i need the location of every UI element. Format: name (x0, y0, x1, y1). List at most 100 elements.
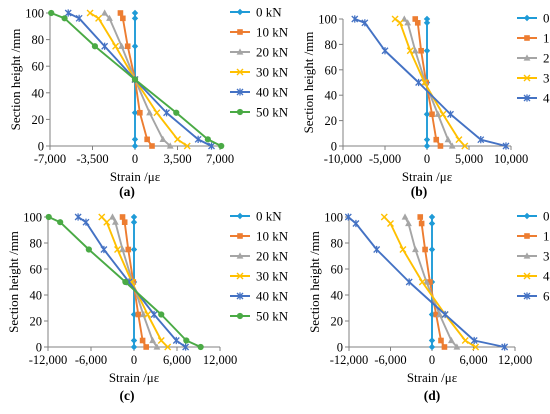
data-point (130, 219, 138, 226)
legend-marker (236, 312, 244, 320)
y-tick-label: 60 (325, 63, 338, 77)
data-point (412, 16, 419, 22)
series-4 (391, 15, 469, 150)
data-point (64, 9, 72, 17)
data-point (137, 109, 143, 116)
data-point (146, 109, 153, 116)
legend-item: 30 kN (230, 269, 289, 284)
data-point (158, 311, 165, 318)
data-point (344, 213, 352, 221)
series-6 (48, 9, 225, 150)
data-point (48, 9, 55, 17)
data-point (352, 219, 360, 228)
data-point (144, 136, 150, 143)
data-point (423, 47, 431, 54)
y-tick-label: 80 (325, 38, 338, 52)
data-point (112, 42, 120, 50)
x-tick-label: 0 (429, 353, 435, 367)
legend-label: 30 kN (543, 249, 550, 264)
data-point (441, 310, 449, 319)
legend-item: 50 kN (230, 105, 289, 120)
legend-marker (523, 94, 531, 102)
y-tick-label: 60 (32, 60, 45, 74)
data-point (75, 14, 83, 22)
legend-item: 20 kN (230, 45, 289, 60)
legend-item: 30 kN (517, 71, 550, 86)
legend-label: 0 kN (543, 209, 550, 224)
data-point (420, 79, 428, 86)
y-axis-label: Section height /mm (8, 29, 23, 131)
y-tick-label: 20 (331, 315, 344, 329)
legend-marker (236, 292, 244, 300)
data-point (405, 219, 412, 227)
x-tick-label: -7,000 (34, 152, 66, 166)
legend: 0 kN 10 kN 20 kN 30 kN 40 kN (517, 11, 550, 106)
x-axis-label: Strain /με (110, 169, 161, 184)
legend-marker (236, 212, 244, 220)
data-point (387, 220, 394, 227)
legend-marker (523, 74, 531, 82)
y-tick-label: 100 (23, 211, 42, 225)
y-tick-label: 60 (30, 263, 43, 277)
data-point (143, 344, 149, 350)
legend-item: 40 kN (230, 289, 289, 304)
x-axis-label: Strain /με (109, 370, 160, 385)
data-point (182, 343, 190, 351)
legend-label: 15 kN (543, 229, 550, 244)
legend-item: 10 kN (230, 25, 289, 40)
data-point (423, 136, 431, 143)
y-tick-label: 40 (325, 89, 338, 103)
legend-marker (236, 108, 244, 116)
x-tick-label: 10,000 (494, 152, 528, 166)
y-tick-label: 40 (32, 86, 45, 100)
x-tick-label: 0 (132, 152, 138, 166)
series-6 (45, 213, 204, 351)
legend-label: 30 kN (256, 65, 289, 80)
data-point (194, 135, 202, 143)
x-tick-label: 5,000 (455, 152, 483, 166)
legend-marker (236, 252, 244, 259)
y-axis-label: Section height /mm (301, 32, 316, 134)
data-point (502, 142, 510, 150)
data-point (404, 19, 412, 26)
chart-panel-3: 0 20 40 60 80 100 -12,000 -6,000 0 6,000 12,000 Str… (6, 209, 289, 404)
legend-marker (237, 29, 243, 35)
legend-item: 10 kN (517, 31, 550, 46)
data-point (423, 19, 431, 27)
legend-label: 10 kN (543, 31, 550, 46)
data-point (131, 43, 139, 50)
data-point (501, 343, 509, 351)
data-point (57, 219, 64, 226)
data-point (106, 14, 113, 21)
series-4 (86, 9, 191, 150)
chart-panel-2: 0 20 40 60 80 100 -10,000 -5,000 0 5,000 10,000 Str… (301, 11, 550, 200)
x-tick-label: 0 (131, 353, 137, 367)
legend-label: 0 kN (256, 209, 282, 224)
data-point (414, 20, 421, 26)
data-point (131, 142, 139, 150)
series-5 (344, 213, 509, 351)
data-point (447, 110, 454, 118)
series-5 (351, 15, 510, 150)
data-point (433, 311, 439, 318)
x-tick-label: 0 (424, 152, 430, 166)
data-point (101, 42, 109, 50)
data-point (144, 311, 152, 318)
data-point (86, 9, 94, 17)
data-point (405, 278, 413, 286)
data-point (428, 337, 436, 344)
legend-item: 30 kN (517, 249, 550, 264)
data-point (461, 142, 469, 150)
y-tick-label: 0 (38, 140, 44, 154)
data-point (120, 15, 126, 22)
data-point (85, 246, 92, 253)
legend-item: 30 kN (230, 65, 289, 80)
data-point (351, 15, 359, 23)
data-point (98, 213, 106, 221)
legend-item: 0 kN (517, 209, 550, 224)
series-line (89, 12, 188, 147)
data-point (428, 246, 436, 253)
legend-item: 0 kN (230, 5, 282, 20)
y-tick-label: 20 (32, 113, 45, 127)
data-point (91, 43, 99, 50)
